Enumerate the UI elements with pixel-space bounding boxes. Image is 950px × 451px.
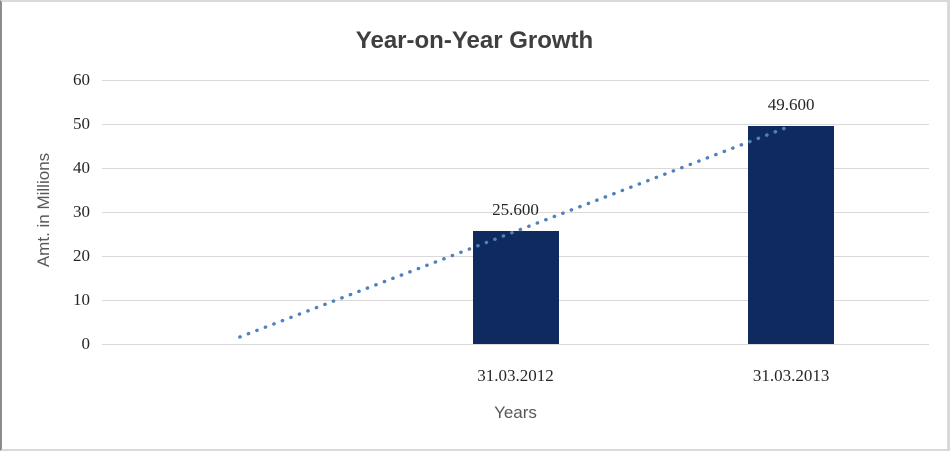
y-tick-label: 50 xyxy=(73,114,90,133)
chart-title: Year-on-Year Growth xyxy=(355,27,594,54)
y-tick-label: 10 xyxy=(73,290,90,309)
x-tick-label: 31.03.2012 xyxy=(477,366,554,385)
gridline xyxy=(102,344,929,345)
bar-31.03.2013 xyxy=(748,125,835,344)
y-tick-label: 30 xyxy=(73,202,90,221)
data-label: 49.600 xyxy=(767,94,815,114)
bar-31.03.2012 xyxy=(472,231,559,344)
y-tick-label: 40 xyxy=(73,158,90,177)
y-tick-label: 20 xyxy=(73,246,90,265)
gridline xyxy=(102,80,929,81)
x-axis-title: Years xyxy=(494,403,537,422)
y-tick-label: 60 xyxy=(73,70,90,89)
x-tick-label: 31.03.2013 xyxy=(752,366,830,385)
y-tick-label: 0 xyxy=(81,334,91,353)
data-label: 25.600 xyxy=(492,200,539,220)
